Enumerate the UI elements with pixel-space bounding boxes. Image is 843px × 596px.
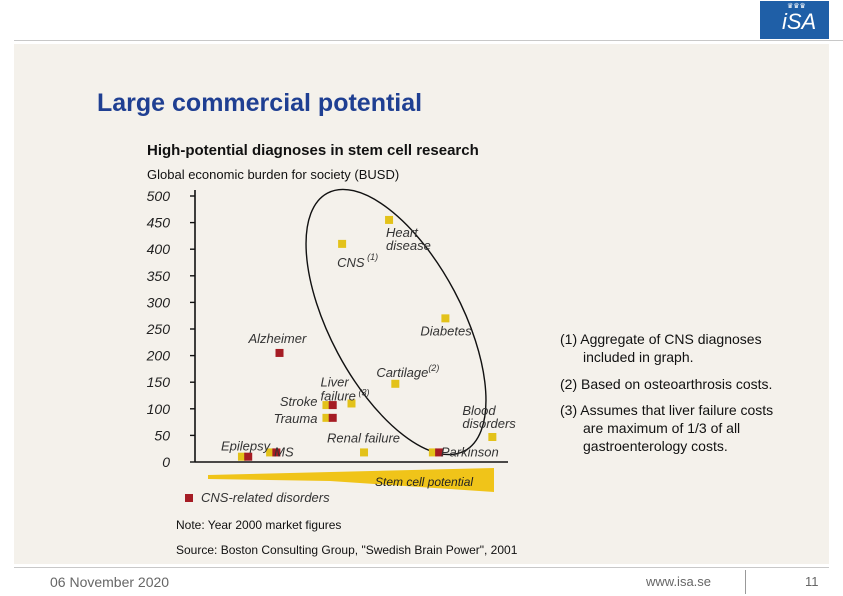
cns-point (275, 348, 284, 357)
point-label: failure (321, 388, 356, 403)
x-axis-label: Stem cell potential (375, 475, 473, 489)
y-tick-label: 100 (147, 401, 171, 417)
crown-icon: ♛♛♛ (787, 3, 806, 10)
point-label: MS (274, 444, 294, 459)
footnote-2: (2) Based on osteoarthrosis costs. (560, 375, 772, 393)
y-tick-label: 0 (162, 454, 170, 470)
data-point (338, 239, 347, 248)
data-point (385, 215, 394, 224)
bottom-divider (14, 567, 829, 568)
point-label: Heart (386, 225, 419, 240)
y-tick-label: 450 (147, 215, 171, 231)
data-point (347, 399, 356, 408)
data-point (237, 452, 246, 461)
point-label: Parkinson (441, 444, 499, 459)
cns-point (244, 452, 253, 461)
y-tick-label: 50 (154, 427, 170, 443)
cns-point (328, 401, 337, 410)
footnote-2-line1: (2) Based on osteoarthrosis costs. (560, 376, 773, 392)
chart-source: Source: Boston Consulting Group, "Swedis… (176, 543, 518, 557)
point-label-sup: (3) (359, 387, 370, 397)
data-point (441, 314, 450, 323)
y-axis-label: Global economic burden for society (BUSD… (147, 167, 400, 182)
point-label: disorders (462, 416, 516, 431)
footnote-3-line1: (3) Assumes that liver failure costs (560, 402, 774, 418)
cns-point (435, 448, 444, 457)
data-point (488, 432, 497, 441)
footer-url[interactable]: www.isa.se (646, 574, 712, 589)
y-tick-label: 250 (146, 321, 171, 337)
point-label: Trauma (274, 411, 318, 426)
footnote-3-line3: gastroenterology costs. (583, 438, 728, 454)
data-point (322, 413, 331, 422)
footnote-1-line2: included in graph. (583, 349, 694, 365)
point-label: Alzheimer (248, 331, 307, 346)
footnote-1: (1) Aggregate of CNS diagnoses included … (560, 330, 762, 366)
point-label: disease (386, 238, 431, 253)
point-label-sup: (1) (367, 252, 378, 262)
y-tick-label: 400 (147, 241, 171, 257)
highlight-ellipse (305, 188, 487, 456)
footer-date: 06 November 2020 (50, 574, 170, 590)
data-point (322, 401, 331, 410)
footnote-1-line1: (1) Aggregate of CNS diagnoses (560, 331, 762, 347)
data-point (428, 448, 437, 457)
y-tick-label: 500 (147, 188, 171, 204)
footnote-3-line2: are maximum of 1/3 of all (583, 420, 741, 436)
cns-point (328, 413, 337, 422)
footer-separator (745, 570, 746, 594)
footnote-3: (3) Assumes that liver failure costs are… (560, 401, 773, 455)
chart-title: High-potential diagnoses in stem cell re… (147, 142, 479, 159)
top-divider (14, 40, 843, 41)
point-label: Blood (462, 403, 496, 418)
page-title: Large commercial potential (97, 89, 423, 117)
y-tick-label: 300 (147, 294, 171, 310)
data-point (391, 379, 400, 388)
logo-text: iSA (782, 9, 817, 34)
point-label-sup: (2) (428, 363, 439, 373)
point-label: CNS (337, 255, 365, 270)
page-number: 11 (805, 574, 819, 589)
data-point (360, 448, 369, 457)
legend-label: CNS-related disorders (201, 490, 330, 505)
isa-logo: ♛♛♛ iSA (760, 1, 829, 39)
point-label: Liver (321, 374, 350, 389)
point-label: Diabetes (420, 323, 472, 338)
y-tick-label: 350 (147, 268, 171, 284)
point-label: Cartilage (376, 365, 428, 380)
data-point (266, 448, 275, 457)
point-label: Renal failure (327, 430, 400, 445)
x-axis-potential-arrow (208, 468, 494, 492)
point-label: Stroke (280, 394, 318, 409)
cns-point (272, 448, 281, 457)
point-label: Epilepsy (221, 439, 272, 454)
chart-note: Note: Year 2000 market figures (176, 518, 342, 532)
y-tick-label: 200 (146, 348, 171, 364)
y-tick-label: 150 (147, 374, 171, 390)
legend-marker (185, 494, 193, 502)
